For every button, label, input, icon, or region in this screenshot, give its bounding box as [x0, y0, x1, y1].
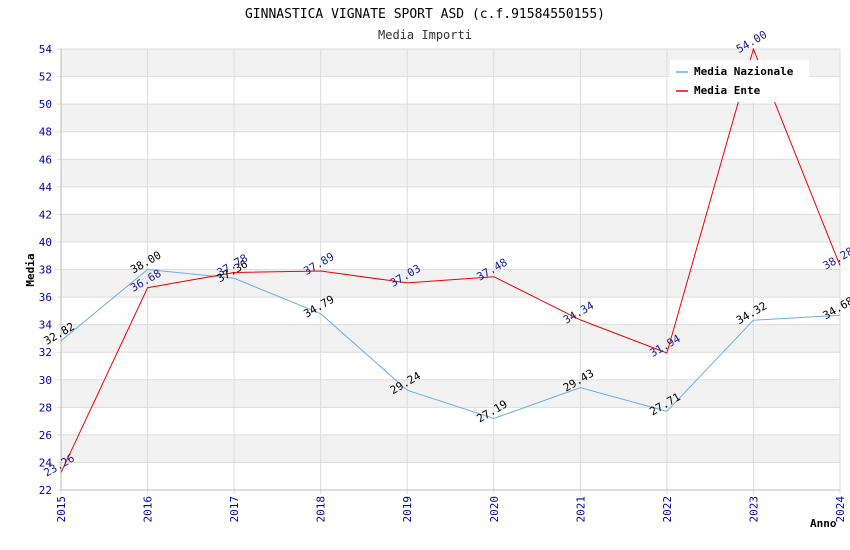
y-tick-label: 42 — [39, 208, 52, 221]
y-tick-label: 54 — [39, 43, 53, 56]
legend: Media Nazionale Media Ente — [670, 60, 809, 102]
x-tick-label: 2022 — [661, 496, 674, 523]
chart-title: GINNASTICA VIGNATE SPORT ASD (c.f.915845… — [245, 7, 605, 22]
y-tick-label: 32 — [39, 346, 52, 359]
plot-band — [61, 379, 840, 408]
plot-band — [61, 434, 840, 463]
plot-band — [61, 104, 840, 132]
plot-band — [61, 241, 840, 270]
plot-band — [61, 159, 840, 187]
x-tick-label: 2020 — [488, 496, 501, 523]
x-tick-labels: 2015 2016 2017 2018 2019 2020 2021 2022 2023 2024 — [55, 496, 847, 523]
legend-label-media-nazionale: Media Nazionale — [694, 65, 794, 78]
plot-band — [61, 214, 840, 242]
plot-band — [61, 352, 840, 380]
series-line-media-nazionale — [60, 268, 841, 420]
series-lines — [60, 47, 841, 473]
chart-subtitle: Media Importi — [378, 28, 472, 42]
x-tick-label: 2016 — [142, 496, 155, 523]
x-tick-label: 2015 — [55, 496, 68, 523]
y-tick-label: 26 — [39, 429, 52, 442]
x-axis-label: Anno — [810, 517, 837, 530]
plot-band — [61, 297, 840, 325]
y-tick-label: 30 — [39, 374, 52, 387]
x-tick-label: 2019 — [401, 496, 414, 523]
plot-background — [61, 49, 840, 490]
plot-band — [61, 324, 840, 353]
y-tick-label: 24 — [39, 456, 53, 469]
axes — [60, 49, 840, 491]
y-tick-label: 52 — [39, 71, 52, 84]
y-tick-label: 44 — [39, 181, 53, 194]
legend-box — [670, 60, 809, 102]
plot-band — [61, 407, 840, 435]
plot-band — [61, 269, 840, 298]
series-line-media-ente — [60, 47, 841, 473]
y-tick-label: 46 — [39, 153, 52, 166]
legend-label-media-ente: Media Ente — [694, 84, 761, 97]
y-tick-label: 22 — [39, 484, 52, 497]
plot-band — [61, 462, 840, 490]
x-tick-label: 2018 — [315, 496, 328, 523]
y-tick-label: 38 — [39, 264, 52, 277]
y-axis-label: Media — [24, 253, 37, 286]
plot-band — [61, 131, 840, 160]
y-tick-label: 48 — [39, 126, 52, 139]
y-tick-labels: 22 24 26 28 30 32 34 36 38 40 42 44 46 48 50 52 54 — [39, 43, 53, 497]
x-tick-label: 2017 — [228, 496, 241, 523]
gridlines — [57, 48, 841, 494]
y-tick-label: 50 — [39, 98, 52, 111]
y-tick-label: 36 — [39, 291, 52, 304]
plot-band — [61, 186, 840, 215]
x-tick-label: 2023 — [747, 496, 760, 523]
x-tick-label: 2024 — [834, 496, 847, 523]
x-tick-label: 2021 — [574, 496, 587, 523]
y-tick-label: 28 — [39, 401, 52, 414]
y-tick-label: 40 — [39, 236, 52, 249]
y-tick-label: 34 — [39, 319, 53, 332]
